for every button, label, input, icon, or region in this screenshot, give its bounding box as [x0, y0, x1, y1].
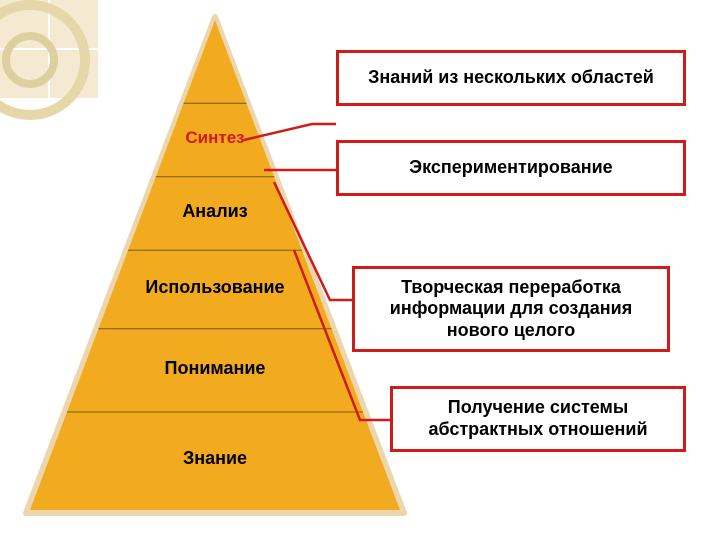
decor-square: [50, 50, 98, 98]
pyramid-level-synthesis: Синтез: [170, 128, 261, 148]
desc-box-3: Творческая переработка информации для со…: [352, 266, 670, 352]
decor-square: [50, 0, 98, 48]
desc-box-4: Получение системы абстрактных отношений: [390, 386, 686, 452]
pyramid-level-use: Использование: [113, 277, 317, 298]
pyramid-level-understanding: Понимание: [83, 358, 348, 379]
desc-box-1: Знаний из нескольких областей: [336, 50, 686, 106]
decor-square: [0, 50, 48, 98]
pyramid-level-knowledge: Знание: [49, 448, 382, 469]
pyramid-level-analysis: Анализ: [142, 201, 288, 222]
desc-box-2: Экспериментирование: [336, 140, 686, 196]
decor-square: [0, 0, 48, 48]
